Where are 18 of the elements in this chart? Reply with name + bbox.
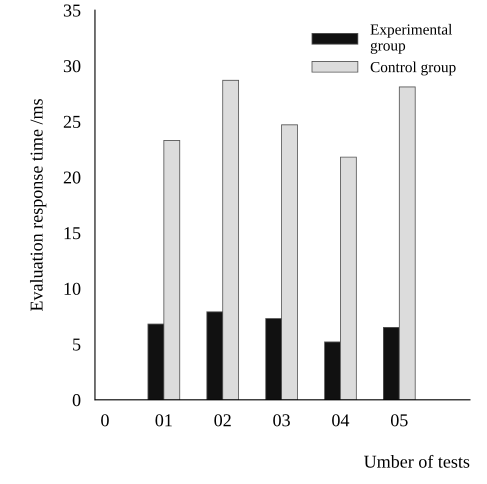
x-tick-label: 02 <box>214 414 231 426</box>
x-axis-title: Umber of tests <box>364 454 470 468</box>
y-tick-label: 25 <box>64 116 80 128</box>
y-tick-label: 35 <box>64 4 80 17</box>
x-tick-label: 01 <box>156 414 172 426</box>
y-axis-title: Evaluation response time /ms <box>30 99 46 312</box>
x-tick-label: 04 <box>332 414 350 426</box>
y-tick-label: 0 <box>72 394 80 406</box>
y-tick-label: 15 <box>64 227 80 240</box>
y-tick-label: 10 <box>64 282 80 295</box>
legend-label: Control group <box>370 62 456 76</box>
legend-label: Experimental group <box>370 24 452 54</box>
x-tick-label: 0 <box>101 414 109 426</box>
y-tick-label: 20 <box>64 171 80 184</box>
x-tick-label: 03 <box>273 414 290 426</box>
y-tick-label: 5 <box>73 338 80 351</box>
x-tick-label: 05 <box>390 414 408 426</box>
y-tick-label: 30 <box>64 60 80 72</box>
